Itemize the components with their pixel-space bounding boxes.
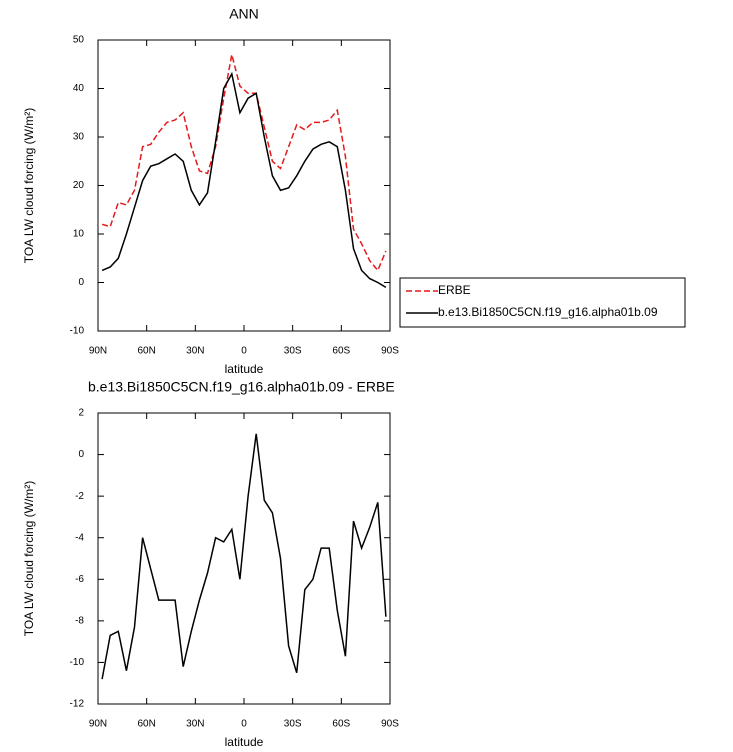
data-line [101,433,387,680]
y-tick-label: 20 [73,180,85,191]
x-tick-label: 90S [381,346,399,357]
y-tick-label: 0 [78,449,84,460]
x-tick-label: 60S [332,719,350,730]
x-tick-label: 90S [381,719,399,730]
x-tick-label: 0 [241,346,247,357]
x-tick-label: 30S [284,719,302,730]
y-tick-label: -10 [70,657,85,668]
chart-title: b.e13.Bi1850C5CN.f19_g16.alpha01b.09 - E… [88,379,395,395]
y-tick-label: 50 [73,35,85,46]
x-tick-label: 90N [89,346,107,357]
data-line [101,71,387,289]
x-tick-label: 60N [137,346,155,357]
y-tick-label: -10 [70,326,85,337]
x-axis-label: latitude [225,735,264,749]
legend-label: b.e13.Bi1850C5CN.f19_g16.alpha01b.09 [438,305,658,319]
y-tick-label: -2 [75,491,84,502]
chart-panel: ANN latitude TOA LW cloud forcing (W/m²) 90… [22,6,686,376]
y-axis-label: TOA LW cloud forcing (W/m²) [22,481,36,637]
chart-title: ANN [229,6,259,22]
x-tick-label: 90N [89,719,107,730]
data-line [101,54,387,272]
x-tick-label: 30N [186,346,204,357]
legend: ERBE b.e13.Bi1850C5CN.f19_g16.alpha01b.09 [399,277,686,328]
x-tick-label: 30N [186,719,204,730]
y-tick-label: 40 [73,83,85,94]
legend-box [399,277,686,328]
chart-panel: b.e13.Bi1850C5CN.f19_g16.alpha01b.09 - E… [22,379,399,749]
y-tick-label: -12 [70,699,85,710]
y-tick-label: 10 [73,229,85,240]
y-axis-label: TOA LW cloud forcing (W/m²) [22,108,36,264]
x-tick-label: 60N [137,719,155,730]
y-tick-label: 2 [78,408,84,419]
x-tick-label: 30S [284,346,302,357]
x-tick-label: 0 [241,719,247,730]
x-tick-label: 60S [332,346,350,357]
y-tick-label: 30 [73,132,85,143]
legend-label: ERBE [438,283,471,297]
y-tick-label: -8 [75,615,84,626]
x-axis-label: latitude [225,362,264,376]
y-tick-label: -6 [75,574,84,585]
plot-frame [97,39,391,332]
plot-frame [97,412,391,705]
y-tick-label: -4 [75,532,84,543]
y-tick-label: 0 [78,277,84,288]
